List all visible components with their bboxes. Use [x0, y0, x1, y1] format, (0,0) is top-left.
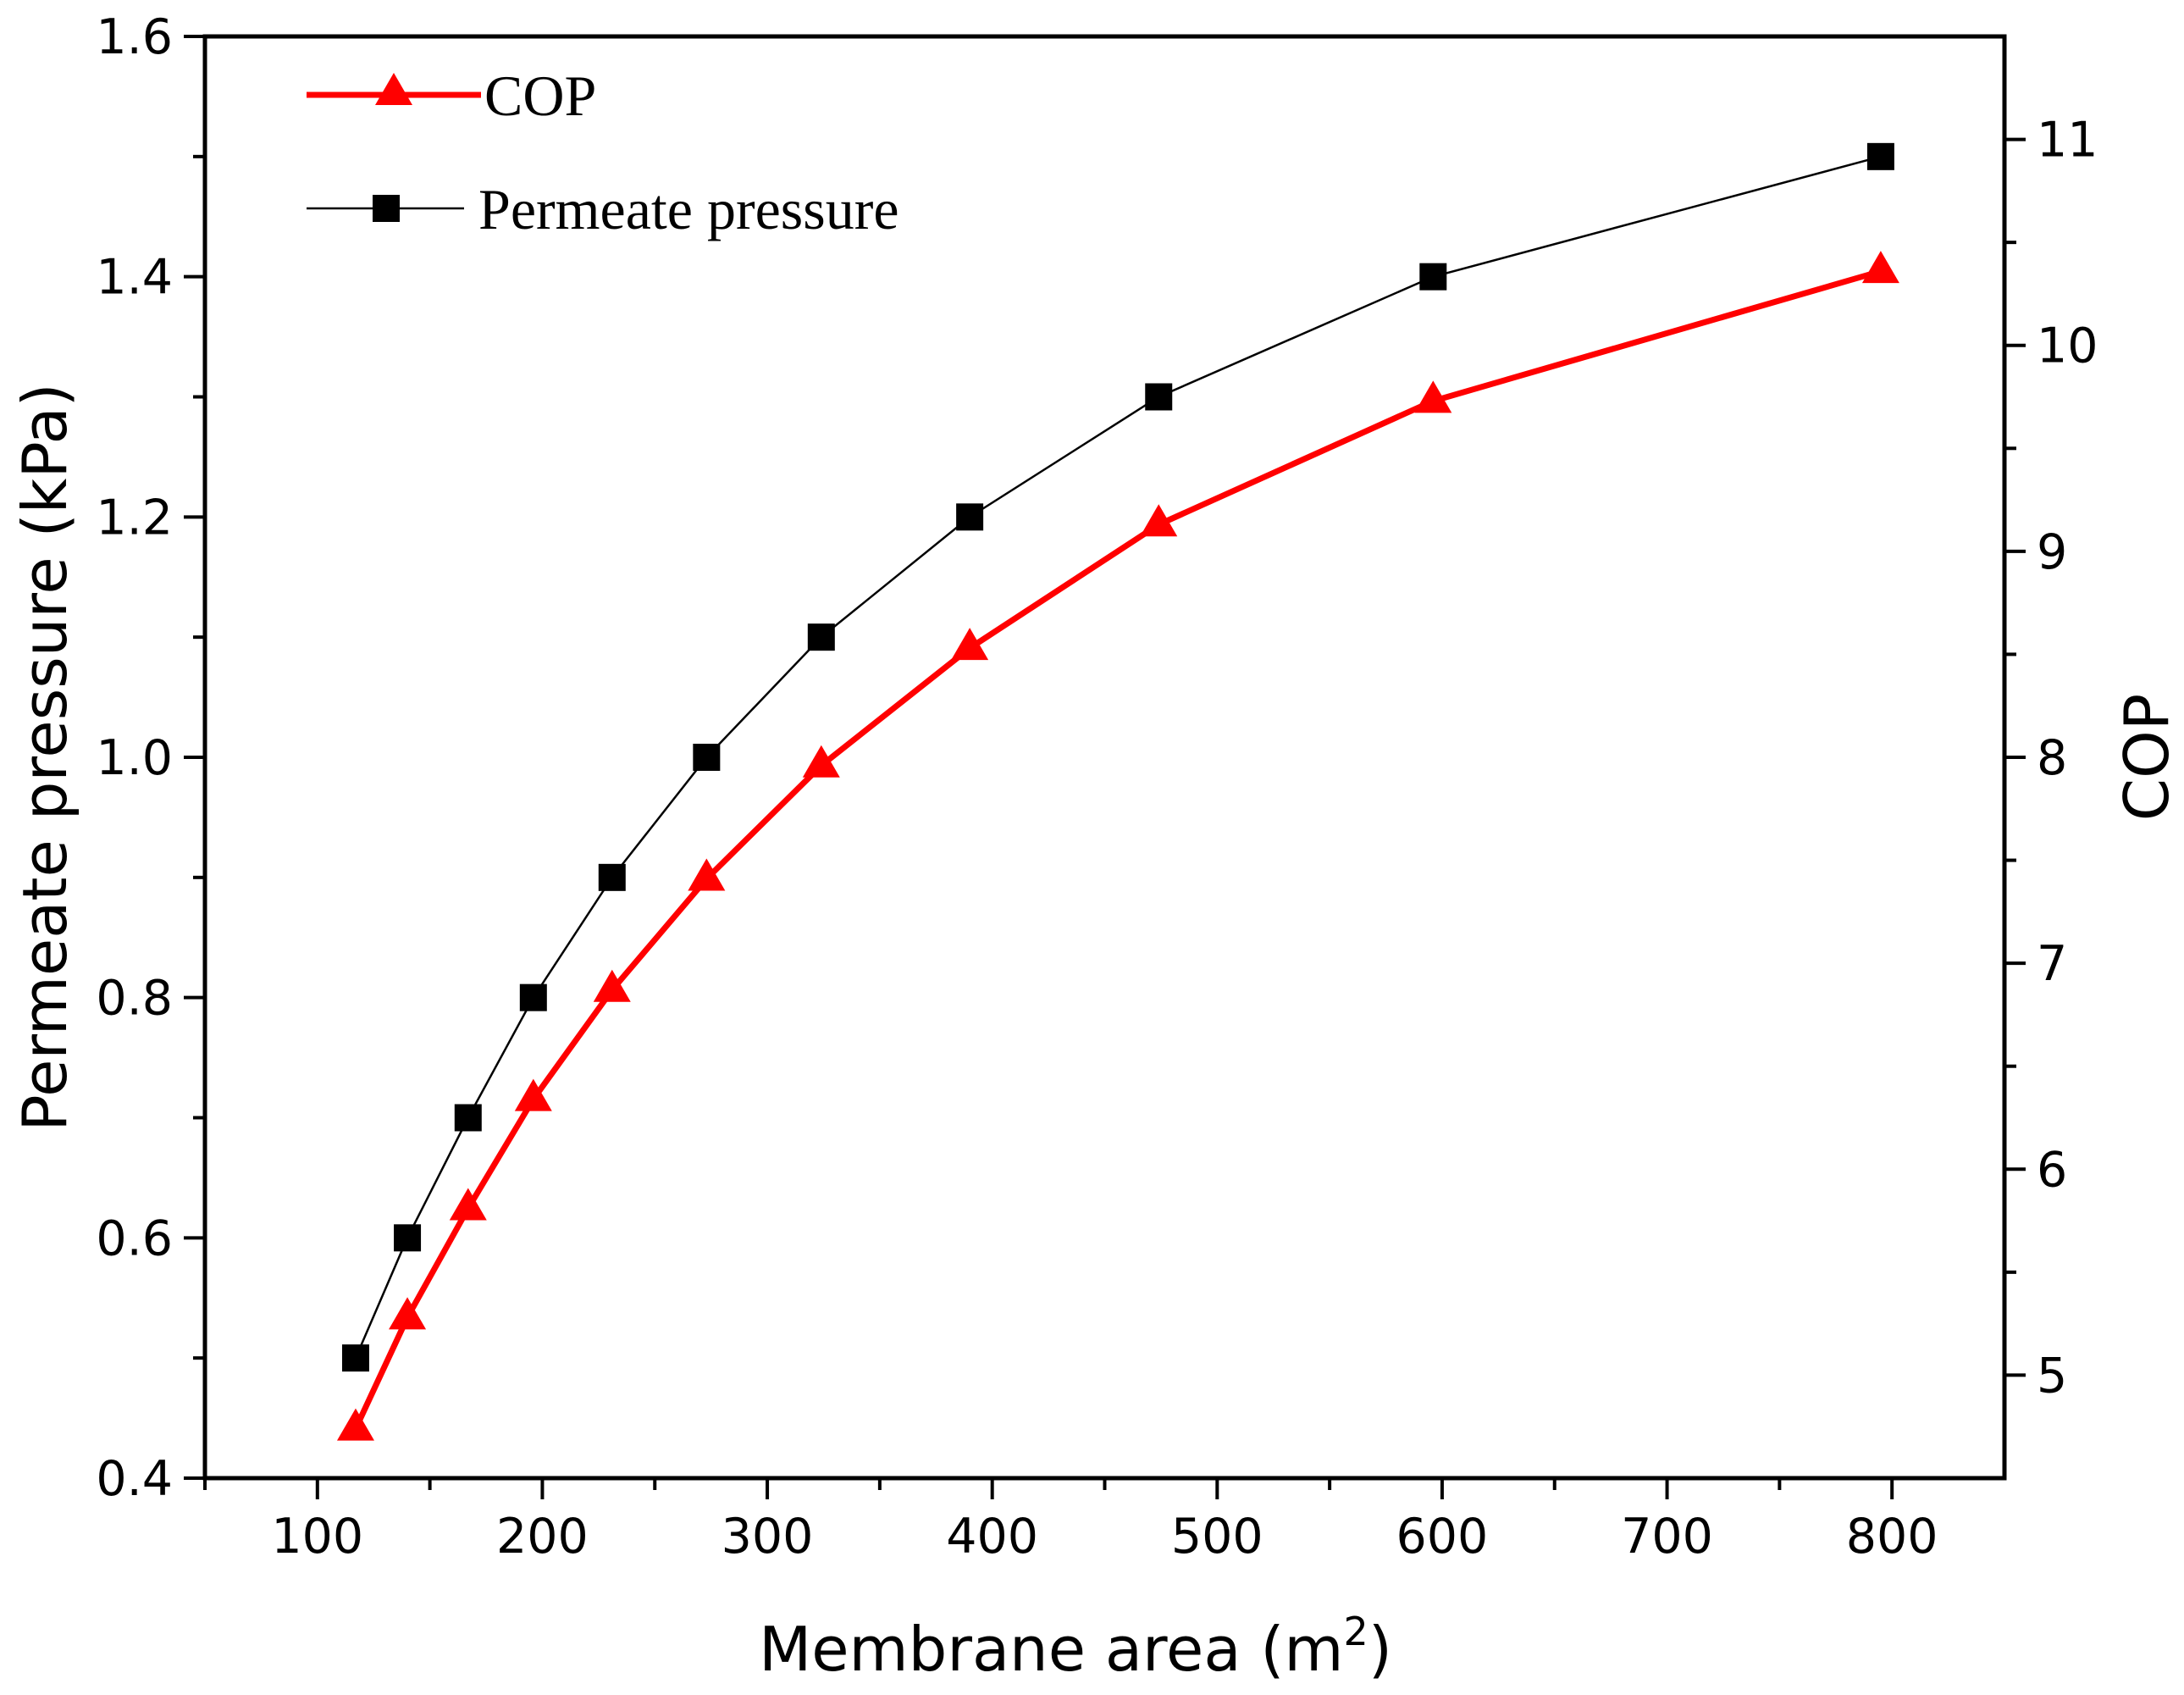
point-permeate-pressure-3 — [519, 983, 547, 1011]
point-permeate-pressure-7 — [956, 503, 984, 531]
series-line-cop — [352, 268, 1882, 1431]
point-cop-6 — [802, 745, 840, 778]
point-cop-9 — [1414, 380, 1452, 413]
series-cop — [336, 251, 1899, 1441]
y-left-tick-label-1.0: 1.0 — [96, 730, 173, 786]
y-right-tick-label-7: 7 — [2037, 936, 2067, 992]
point-cop-8 — [1140, 504, 1178, 537]
left-y-axis-title: Permeate pressure (kPa) — [9, 383, 80, 1132]
legend-permeate-marker — [373, 195, 400, 222]
y-right-tick-label-8: 8 — [2037, 730, 2067, 786]
plot-frame — [202, 34, 2007, 1481]
y-left-tick-label-1.6: 1.6 — [96, 9, 173, 65]
y-left-tick-label-0.6: 0.6 — [96, 1210, 173, 1266]
y-right-tick-label-11: 11 — [2037, 113, 2098, 169]
right-y-axis-title: COP — [2111, 694, 2182, 821]
y-left-tick-label-1.4: 1.4 — [96, 250, 173, 306]
point-cop-5 — [688, 858, 726, 891]
y-right-tick-label-6: 6 — [2037, 1142, 2067, 1198]
series-layer — [336, 142, 1899, 1441]
left-y-axis-ticks: 0.4 0.6 0.8 1.0 1.2 1.4 1.6 — [96, 9, 205, 1507]
x-tick-label-300: 300 — [722, 1509, 814, 1565]
point-permeate-pressure-10 — [1866, 142, 1894, 170]
point-permeate-pressure-4 — [598, 863, 626, 891]
x-axis-title-superscript: 2 — [1344, 1609, 1368, 1654]
legend-permeate-label: Permeate pressure — [478, 177, 899, 241]
point-permeate-pressure-2 — [454, 1104, 482, 1132]
x-tick-label-500: 500 — [1171, 1509, 1263, 1565]
x-tick-label-600: 600 — [1396, 1509, 1489, 1565]
legend: COP Permeate pressure — [307, 64, 899, 241]
x-axis-title: Membrane area (m2) — [759, 1609, 1392, 1685]
point-permeate-pressure-0 — [341, 1344, 369, 1372]
x-tick-label-400: 400 — [946, 1509, 1038, 1565]
point-cop-7 — [951, 628, 989, 661]
x-axis-ticks: 100 200 300 400 500 600 700 800 — [203, 1478, 1938, 1565]
series-permeate-pressure — [341, 142, 1894, 1372]
point-permeate-pressure-9 — [1419, 263, 1447, 291]
y-right-tick-label-10: 10 — [2037, 319, 2098, 374]
point-cop-1 — [389, 1297, 427, 1330]
x-tick-label-800: 800 — [1846, 1509, 1938, 1565]
y-left-tick-label-0.4: 0.4 — [96, 1451, 173, 1507]
point-cop-2 — [449, 1188, 487, 1221]
y-right-tick-label-5: 5 — [2037, 1348, 2067, 1404]
point-cop-0 — [336, 1408, 374, 1441]
x-tick-label-100: 100 — [271, 1509, 363, 1565]
point-cop-10 — [1861, 251, 1899, 284]
legend-cop-marker — [375, 73, 412, 105]
y-left-tick-label-1.2: 1.2 — [96, 490, 173, 546]
point-cop-3 — [514, 1078, 552, 1111]
y-right-tick-label-9: 9 — [2037, 524, 2067, 580]
x-tick-label-200: 200 — [496, 1509, 589, 1565]
point-permeate-pressure-5 — [693, 744, 721, 771]
legend-cop-label: COP — [484, 64, 596, 128]
point-permeate-pressure-6 — [807, 623, 835, 651]
point-cop-4 — [593, 969, 631, 1002]
legend-item-cop: COP — [307, 64, 596, 128]
point-permeate-pressure-8 — [1145, 383, 1173, 411]
right-y-axis-ticks: 5 6 7 8 9 10 11 — [2004, 113, 2098, 1404]
point-permeate-pressure-1 — [394, 1224, 422, 1252]
x-tick-label-700: 700 — [1621, 1509, 1713, 1565]
y-left-tick-label-0.8: 0.8 — [96, 971, 173, 1027]
legend-item-permeate-pressure: Permeate pressure — [307, 177, 899, 241]
